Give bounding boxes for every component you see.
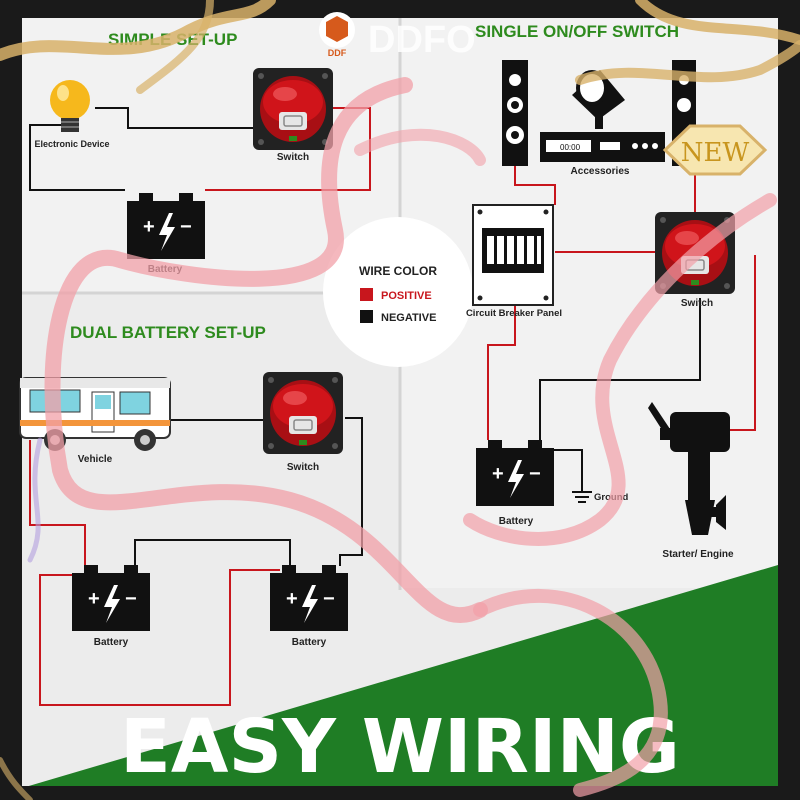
dual-battery-right-label: Battery xyxy=(292,637,327,648)
battery-switch-icon xyxy=(252,67,334,151)
dual-battery-left-label: Battery xyxy=(94,637,129,648)
negative-swatch xyxy=(360,310,373,323)
single-setup-title: SINGLE ON/OFF SWITCH xyxy=(475,22,679,41)
speaker-icon xyxy=(502,60,528,166)
battery-icon xyxy=(270,565,348,631)
battery-switch-icon xyxy=(262,371,344,455)
green-banner xyxy=(22,565,778,788)
new-badge-text: NEW xyxy=(681,138,750,168)
battery-icon xyxy=(127,193,205,259)
breaker-label: Circuit Breaker Panel xyxy=(466,308,562,319)
single-switch-label: Switch xyxy=(681,298,713,309)
legend-title: WIRE COLOR xyxy=(359,264,437,278)
legend-negative: NEGATIVE xyxy=(381,312,436,324)
legend-positive: POSITIVE xyxy=(381,290,432,302)
logo-text: DDF xyxy=(328,48,347,58)
bulb-icon xyxy=(50,80,90,132)
accessories-label: Accessories xyxy=(571,166,630,177)
svg-text:00:00: 00:00 xyxy=(560,143,581,152)
simple-switch-label: Switch xyxy=(277,152,309,163)
new-badge: NEW xyxy=(662,124,768,176)
wire-color-legend: WIRE COLOR POSITIVE NEGATIVE xyxy=(323,217,473,367)
battery-icon xyxy=(72,565,150,631)
circuit-breaker-icon xyxy=(472,204,554,306)
outboard-engine-icon xyxy=(648,402,730,535)
vehicle-label: Vehicle xyxy=(78,454,113,465)
banner-text: EASY WIRING xyxy=(120,704,680,790)
decorative-ribbon xyxy=(27,77,777,797)
brand-name: DDFO xyxy=(368,19,476,61)
single-battery-label: Battery xyxy=(499,516,534,527)
device-label: Electronic Device xyxy=(34,139,109,149)
dual-setup-title: DUAL BATTERY SET-UP xyxy=(70,323,266,342)
brand-logo: DDF DDFO xyxy=(319,12,476,61)
battery-icon xyxy=(476,440,554,506)
dual-switch-label: Switch xyxy=(287,462,319,473)
shield-icon xyxy=(326,16,348,42)
engine-label: Starter/ Engine xyxy=(662,549,734,560)
positive-swatch xyxy=(360,288,373,301)
ground-icon xyxy=(572,491,592,503)
media-player-icon: 00:00 xyxy=(540,132,665,162)
